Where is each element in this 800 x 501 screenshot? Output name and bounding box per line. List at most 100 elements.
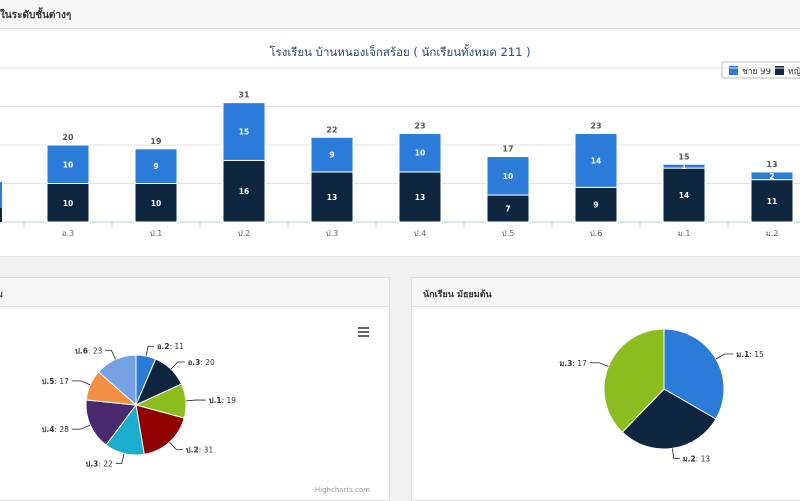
data-label-boys: 14 — [591, 156, 601, 165]
data-label-boys: 10 — [503, 172, 513, 181]
hamburger-menu-icon[interactable] — [358, 327, 369, 337]
panel-header: นักเรียน มัธยมต้น — [412, 278, 800, 307]
pie-connector — [115, 453, 125, 464]
x-tick-label: ป.3 — [326, 229, 339, 238]
data-label-boys: 10 — [63, 160, 73, 169]
pie-data-label: ม.1: 15 — [736, 350, 764, 359]
bar-segment-boys[interactable] — [750, 171, 794, 181]
pie-data-label: ม.2: 13 — [683, 454, 711, 463]
data-label-total: 31 — [238, 91, 250, 100]
bar-segment-girls[interactable] — [662, 167, 706, 223]
bar-marks: อ.2อ.3101020ป.110919ป.2161531ป.313922ป.4… — [0, 91, 794, 238]
bar-segment-boys[interactable] — [0, 182, 2, 222]
bar-segment-girls[interactable] — [46, 183, 90, 223]
bar-segment-boys[interactable] — [310, 136, 354, 173]
data-label-boys: 9 — [153, 162, 158, 171]
x-tick-label: ป.6 — [590, 229, 603, 238]
bar-segment-girls[interactable] — [134, 183, 178, 223]
pie-slice[interactable] — [85, 399, 137, 446]
data-label-boys: 9 — [329, 151, 334, 160]
section-header: ในระดับชั้นต่างๆ — [0, 0, 800, 29]
pie-panel-primary: ม Highcharts.com อ.2: 11 อ.3: 20 ป.1: 19 ป.… — [0, 277, 390, 501]
data-label-girls: 10 — [63, 199, 73, 208]
bar-segment-girls[interactable] — [310, 171, 354, 223]
legend-swatch-boys — [729, 66, 738, 75]
panel-header: ม — [0, 278, 389, 307]
data-label-total: 20 — [62, 133, 74, 142]
pie-slices: อ.2: 11 อ.3: 20 ป.1: 19 ป.2: 31 ป.3: 22 ป.4: … — [42, 342, 237, 468]
data-label-girls: 13 — [327, 193, 337, 202]
data-label-total: 15 — [678, 152, 690, 161]
bar-segment-boys[interactable] — [486, 156, 530, 196]
pie-chart-lower-secondary: ม.1: 15 ม.2: 13 ม.3: 17 — [559, 328, 764, 463]
data-label-boys: 1 — [681, 162, 686, 171]
chart-title: โรงเรียน บ้านหนองเจ็กสร้อย ( นักเรียนทั้… — [269, 44, 530, 59]
data-label-total: 22 — [326, 125, 337, 134]
stacked-bar-chart: โรงเรียน บ้านหนองเจ็กสร้อย ( นักเรียนทั้… — [0, 44, 800, 238]
pie-connector — [589, 362, 609, 367]
x-tick-label: ม.1 — [678, 229, 691, 238]
data-label-girls: 7 — [505, 205, 510, 214]
x-tick-label: ป.2 — [238, 229, 251, 238]
section-title: ในระดับชั้นต่างๆ — [0, 10, 72, 21]
bar-segment-girls[interactable] — [398, 171, 442, 223]
legend-swatch-girls — [775, 66, 784, 75]
pie-data-label: ป.5: 17 — [42, 377, 70, 386]
x-tick-label: ม.2 — [766, 229, 779, 238]
legend-label-girls[interactable]: หญิง — [788, 67, 800, 77]
data-label-total: 19 — [150, 137, 162, 146]
pie-data-label: ป.3: 22 — [85, 459, 113, 468]
panel-title: ม — [0, 287, 3, 301]
data-label-boys: 15 — [239, 128, 249, 137]
pie-chart-primary: Highcharts.com อ.2: 11 อ.3: 20 ป.1: 19 ป.2:… — [42, 327, 370, 494]
bar-segment-boys[interactable] — [398, 132, 442, 173]
pie-connector — [71, 424, 91, 430]
bar-segment-girls[interactable] — [0, 208, 2, 222]
pie-panel-lower-secondary: นักเรียน มัธยมต้น ม.1: 15 ม.2: 13 ม.3: 17 — [411, 277, 800, 501]
x-tick-label: ป.1 — [150, 229, 163, 238]
data-label-total: 13 — [766, 160, 777, 169]
legend[interactable]: ชาย 99 หญิง — [721, 61, 800, 79]
pie-data-label: ป.4: 28 — [42, 425, 70, 434]
pie-slice[interactable] — [97, 354, 137, 407]
bar-segment-girls[interactable] — [486, 194, 530, 223]
pie-connector — [715, 353, 734, 360]
highcharts-credit[interactable]: Highcharts.com — [315, 486, 370, 494]
pie-connector — [185, 399, 206, 402]
data-label-total: 23 — [590, 121, 601, 130]
pie-data-label: ม.3: 17 — [559, 359, 587, 368]
bar-segment-boys[interactable] — [46, 144, 90, 184]
pie-data-label: อ.3: 20 — [188, 358, 215, 367]
x-tick-label: อ.3 — [62, 229, 74, 238]
data-label-girls: 13 — [415, 193, 425, 202]
pie-data-label: อ.2: 11 — [157, 342, 184, 351]
data-label-girls: 11 — [767, 197, 777, 206]
pie-data-label: ป.2: 31 — [186, 446, 214, 455]
pie-connector — [71, 380, 91, 386]
data-label-boys: 10 — [415, 149, 425, 158]
bar-segment-girls[interactable] — [750, 179, 794, 223]
data-label-girls: 9 — [593, 201, 598, 210]
panel-title: นักเรียน มัธยมต้น — [423, 290, 492, 300]
legend-label-boys[interactable]: ชาย 99 — [742, 67, 771, 77]
data-label-girls: 14 — [679, 191, 689, 200]
bar-segment-girls[interactable] — [222, 159, 266, 223]
pie-slice[interactable] — [603, 328, 665, 433]
bar-segment-boys[interactable] — [574, 132, 618, 188]
pie-slice[interactable] — [621, 388, 717, 450]
data-label-girls: 10 — [151, 199, 161, 208]
pie-connector — [170, 361, 185, 370]
pie-data-label: ป.1: 19 — [209, 396, 237, 405]
bar-segment-boys[interactable] — [662, 163, 706, 169]
data-label-girls: 16 — [239, 187, 249, 196]
bar-segment-boys[interactable] — [134, 148, 178, 184]
x-tick-label: ป.4 — [414, 229, 427, 238]
x-tick-label: ป.5 — [502, 229, 515, 238]
pie-data-label: ป.6: 23 — [75, 346, 103, 355]
pie-connector — [169, 441, 183, 450]
pie-connector — [671, 448, 680, 459]
data-label-total: 23 — [414, 121, 425, 130]
bar-chart-card: โรงเรียน บ้านหนองเจ็กสร้อย ( นักเรียนทั้… — [0, 29, 800, 257]
bar-segment-boys[interactable] — [222, 102, 266, 161]
pie-slice[interactable] — [135, 404, 185, 455]
